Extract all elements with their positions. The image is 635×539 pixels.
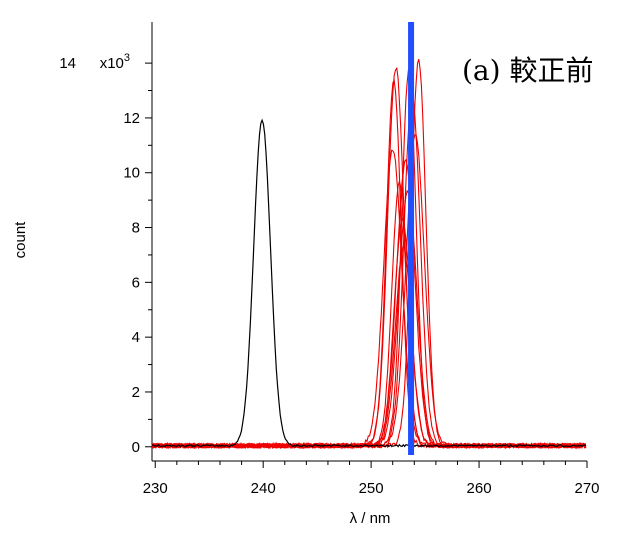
axes [151,22,587,462]
shifted-peak-line [151,93,587,450]
shifted-peak-line [152,69,586,450]
shifted-peak-line [151,158,587,450]
x-axis-label: λ / nm [350,510,391,527]
series-shifted-peaks [151,58,587,450]
x-tick-label: 270 [574,480,599,497]
x-ticks: 230 240 250 260 270 [143,461,600,497]
y-tick-label: 4 [132,329,140,346]
x-tick-label: 250 [359,480,384,497]
x-tick-label: 230 [143,480,168,497]
y-tick-label: 14 [59,55,76,72]
y-ticks: 0 2 4 6 8 10 12 14 [59,55,152,456]
shifted-peak-line [151,245,587,450]
y-tick-label: 2 [132,384,140,401]
y-tick-label: 0 [132,439,140,456]
y-tick-label: 8 [132,220,140,237]
shifted-peak-line [151,58,587,450]
y-axis-multiplier-base: x10 [100,55,124,72]
plot-area [151,22,587,455]
shifted-peak-line [151,217,586,450]
shifted-peak-line [151,66,587,450]
series-reference-peak [151,118,586,448]
shifted-peak-line [151,179,587,450]
y-tick-label: 6 [132,274,140,291]
shifted-peak-line [151,189,587,450]
shifted-peak-line [151,149,586,450]
y-axis-multiplier: x103 [100,52,130,72]
shifted-peak-line [151,134,587,450]
reference-peak-line [151,118,586,448]
chart-annotation: (a) 較正前 [462,54,593,87]
shifted-peak-line [151,78,587,450]
x-tick-label: 260 [467,480,492,497]
y-tick-label: 12 [123,110,140,127]
y-axis-label: count [12,221,29,259]
y-tick-label: 10 [123,165,140,182]
x-tick-label: 240 [251,480,276,497]
y-axis-multiplier-exponent: 3 [124,52,130,64]
